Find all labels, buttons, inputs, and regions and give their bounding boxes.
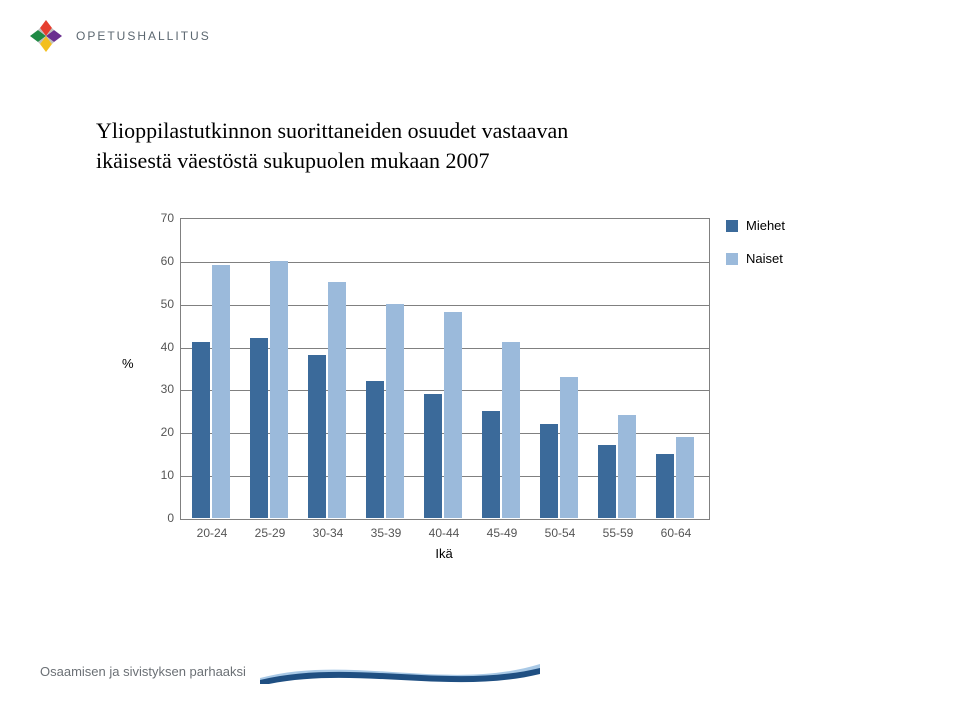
x-tick: 35-39 (357, 526, 415, 540)
x-tick: 25-29 (241, 526, 299, 540)
y-tick: 70 (150, 211, 174, 225)
x-tick: 60-64 (647, 526, 705, 540)
y-tick: 60 (150, 254, 174, 268)
x-tick: 30-34 (299, 526, 357, 540)
opetushallitus-logo (28, 18, 64, 54)
bar (560, 377, 578, 518)
bar (598, 445, 616, 518)
legend-item: Miehet (726, 218, 785, 233)
legend-item: Naiset (726, 251, 785, 266)
y-tick: 30 (150, 382, 174, 396)
x-tick: 20-24 (183, 526, 241, 540)
bar (386, 304, 404, 518)
bar (676, 437, 694, 518)
x-tick: 45-49 (473, 526, 531, 540)
slide-title: Ylioppilastutkinnon suorittaneiden osuud… (96, 116, 876, 175)
legend-swatch (726, 253, 738, 265)
y-tick: 20 (150, 425, 174, 439)
y-axis-label: % (122, 356, 134, 371)
footer-text: Osaamisen ja sivistyksen parhaaksi (40, 664, 246, 679)
title-line-2: ikäisestä väestöstä sukupuolen mukaan 20… (96, 148, 489, 173)
chart: % Ikä Miehet Naiset 0 10 20 30 40 50 60 70 20-242… (120, 210, 840, 580)
bars-layer (180, 218, 708, 518)
bar (308, 355, 326, 518)
page: OPETUSHALLITUS Ylioppilastutkinnon suori… (0, 0, 960, 712)
bar (502, 342, 520, 518)
bar (618, 415, 636, 518)
bar (482, 411, 500, 518)
bar (444, 312, 462, 518)
y-tick: 0 (150, 511, 174, 525)
bar (656, 454, 674, 518)
bar (192, 342, 210, 518)
bar (328, 282, 346, 518)
y-tick: 10 (150, 468, 174, 482)
bar (540, 424, 558, 518)
bar (250, 338, 268, 518)
bar (212, 265, 230, 518)
legend-label: Miehet (746, 218, 785, 233)
legend-label: Naiset (746, 251, 783, 266)
swoosh-icon (260, 658, 540, 684)
legend-swatch (726, 220, 738, 232)
x-axis-label: Ikä (180, 546, 708, 561)
legend: Miehet Naiset (726, 218, 785, 284)
x-tick: 40-44 (415, 526, 473, 540)
brand-text: OPETUSHALLITUS (76, 29, 211, 43)
footer: Osaamisen ja sivistyksen parhaaksi (40, 658, 540, 684)
header: OPETUSHALLITUS (28, 18, 211, 54)
y-tick: 50 (150, 297, 174, 311)
x-tick: 55-59 (589, 526, 647, 540)
bar (366, 381, 384, 518)
title-line-1: Ylioppilastutkinnon suorittaneiden osuud… (96, 118, 568, 143)
bar (270, 261, 288, 518)
y-tick: 40 (150, 340, 174, 354)
bar (424, 394, 442, 518)
x-tick: 50-54 (531, 526, 589, 540)
